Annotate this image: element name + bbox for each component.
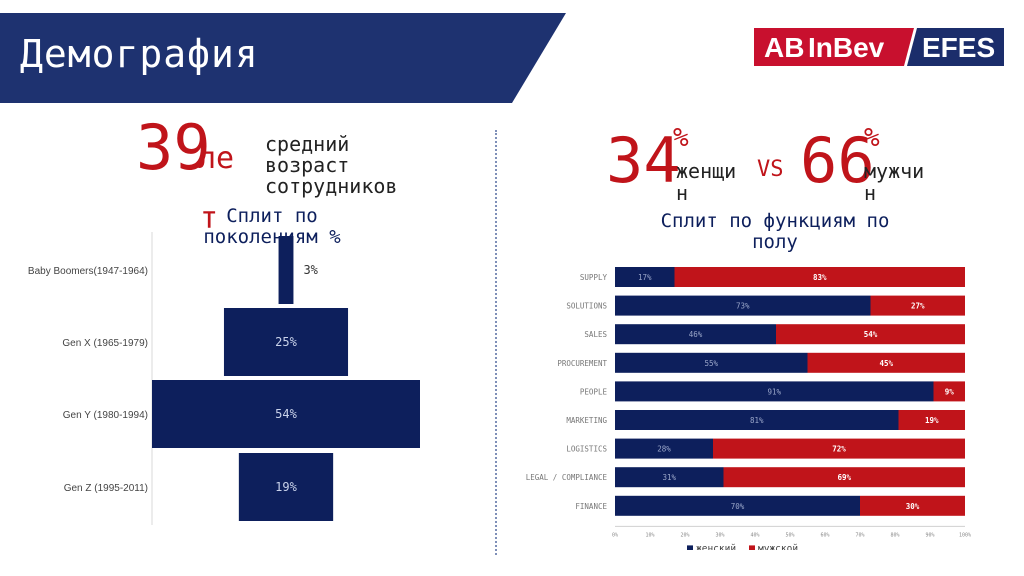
- male-percent-value: 66: [800, 124, 875, 197]
- female-value-label: 73%: [736, 302, 750, 311]
- male-value-label: 83%: [813, 273, 827, 282]
- generation-bar: [238, 453, 334, 521]
- function-x-tick-label: 20%: [680, 532, 689, 538]
- male-percent-sign: %: [864, 123, 880, 153]
- female-value-label: 55%: [704, 359, 718, 368]
- male-value-label: 9%: [945, 387, 955, 396]
- male-label-line2: н: [864, 181, 877, 205]
- logo-text-inbev: InBev: [808, 32, 885, 63]
- function-category-label: LOGISTICS: [566, 445, 607, 454]
- generation-category-label: Gen Z (1995-2011): [64, 483, 148, 494]
- female-label-line1: женщи: [676, 159, 737, 183]
- female-bar-segment: [615, 467, 724, 488]
- function-category-label: SUPPLY: [580, 273, 608, 282]
- legend-male-label: мужской: [758, 543, 798, 550]
- male-value-label: 72%: [832, 445, 846, 454]
- male-value-label: 45%: [879, 359, 893, 368]
- page-title: Демография: [20, 32, 259, 76]
- generation-bar: [152, 380, 420, 448]
- function-x-tick-label: 100%: [959, 532, 971, 538]
- male-bar-segment: [807, 352, 965, 373]
- function-x-tick-label: 90%: [925, 532, 934, 538]
- section-divider: [495, 130, 497, 555]
- generation-category-label: Baby Boomers(1947-1964): [28, 266, 148, 277]
- female-value-label: 31%: [662, 473, 676, 482]
- female-bar-segment: [615, 381, 934, 402]
- logo-text-ab: AB: [764, 32, 804, 63]
- function-category-label: SALES: [584, 330, 607, 339]
- function-x-tick-label: 60%: [820, 532, 829, 538]
- logo-text-efes: EFES: [922, 32, 995, 63]
- generation-value-label: 19%: [275, 480, 297, 494]
- function-category-label: MARKETING: [566, 416, 607, 425]
- female-value-label: 17%: [638, 273, 652, 282]
- female-value-label: 28%: [657, 445, 671, 454]
- male-label-line1: мужчи: [864, 159, 925, 183]
- generation-bar: [278, 236, 294, 304]
- male-value-label: 27%: [911, 302, 925, 311]
- function-x-tick-label: 0%: [612, 532, 618, 538]
- generation-category-label: Gen Y (1980-1994): [63, 410, 148, 421]
- female-value-label: 81%: [750, 416, 764, 425]
- legend-female-label: женский: [696, 543, 736, 550]
- function-category-label: FINANCE: [575, 502, 607, 511]
- female-value-label: 70%: [731, 502, 745, 511]
- function-x-tick-label: 30%: [715, 532, 724, 538]
- male-value-label: 69%: [837, 473, 851, 482]
- age-description-line2: возраст: [265, 153, 350, 177]
- function-x-tick-label: 40%: [750, 532, 759, 538]
- male-bar-segment: [723, 467, 965, 488]
- generation-split-chart: Сплит по поколениям % Baby Boomers(1947-1…: [28, 205, 420, 525]
- male-bar-segment: [898, 410, 965, 430]
- male-bar-segment: [860, 495, 965, 516]
- function-x-tick-label: 50%: [785, 532, 794, 538]
- generation-value-label: 54%: [275, 407, 297, 421]
- header-banner: [0, 13, 566, 103]
- female-percent-value: 34: [606, 124, 681, 197]
- male-value-label: 30%: [906, 502, 920, 511]
- male-value-label: 54%: [864, 330, 878, 339]
- female-bar-segment: [615, 295, 871, 316]
- legend-male-swatch: [749, 545, 755, 550]
- female-value-label: 46%: [689, 330, 703, 339]
- female-value-label: 91%: [767, 387, 781, 396]
- female-bar-segment: [615, 438, 713, 459]
- generation-category-label: Gen X (1965-1979): [62, 338, 148, 349]
- function-category-label: SOLUTIONS: [566, 302, 607, 311]
- generation-chart-title: Сплит по поколениям %: [203, 205, 341, 248]
- abinbev-efes-logo: AB InBev EFES: [754, 28, 1004, 66]
- female-bar-segment: [615, 352, 808, 373]
- function-x-tick-label: 70%: [855, 532, 864, 538]
- function-x-tick-label: 10%: [645, 532, 654, 538]
- female-bar-segment: [615, 267, 675, 287]
- generation-value-label: 25%: [275, 335, 297, 349]
- function-chart-title: Сплит по функциям по полу: [661, 210, 890, 253]
- female-bar-segment: [615, 495, 860, 516]
- versus-label: VS: [757, 157, 784, 182]
- female-percent-sign: %: [673, 123, 689, 153]
- age-unit-part1: ле: [198, 141, 235, 176]
- age-description-line1: средний: [265, 132, 350, 156]
- function-category-label: PEOPLE: [580, 387, 608, 396]
- function-x-tick-label: 80%: [890, 532, 899, 538]
- female-label-line2: н: [676, 181, 689, 205]
- function-category-label: LEGAL / COMPLIANCE: [526, 473, 608, 482]
- female-bar-segment: [615, 324, 776, 345]
- age-description-line3: сотрудников: [265, 174, 398, 198]
- function-category-label: PROCUREMENT: [557, 359, 607, 368]
- female-bar-segment: [615, 410, 899, 430]
- age-unit-part2: т: [200, 201, 219, 236]
- legend-female-swatch: [687, 545, 693, 550]
- age-value: 39: [136, 111, 211, 184]
- male-bar-segment: [674, 267, 965, 287]
- male-bar-segment: [713, 438, 965, 459]
- generation-value-label: 3%: [303, 263, 318, 277]
- male-value-label: 19%: [925, 416, 939, 425]
- generation-bar: [223, 308, 349, 376]
- male-bar-segment: [776, 324, 965, 345]
- function-gender-chart: Сплит по функциям по полу SUPPLY 17% 83% SOL…: [526, 210, 971, 550]
- male-bar-segment: [870, 295, 965, 316]
- male-bar-segment: [933, 381, 965, 402]
